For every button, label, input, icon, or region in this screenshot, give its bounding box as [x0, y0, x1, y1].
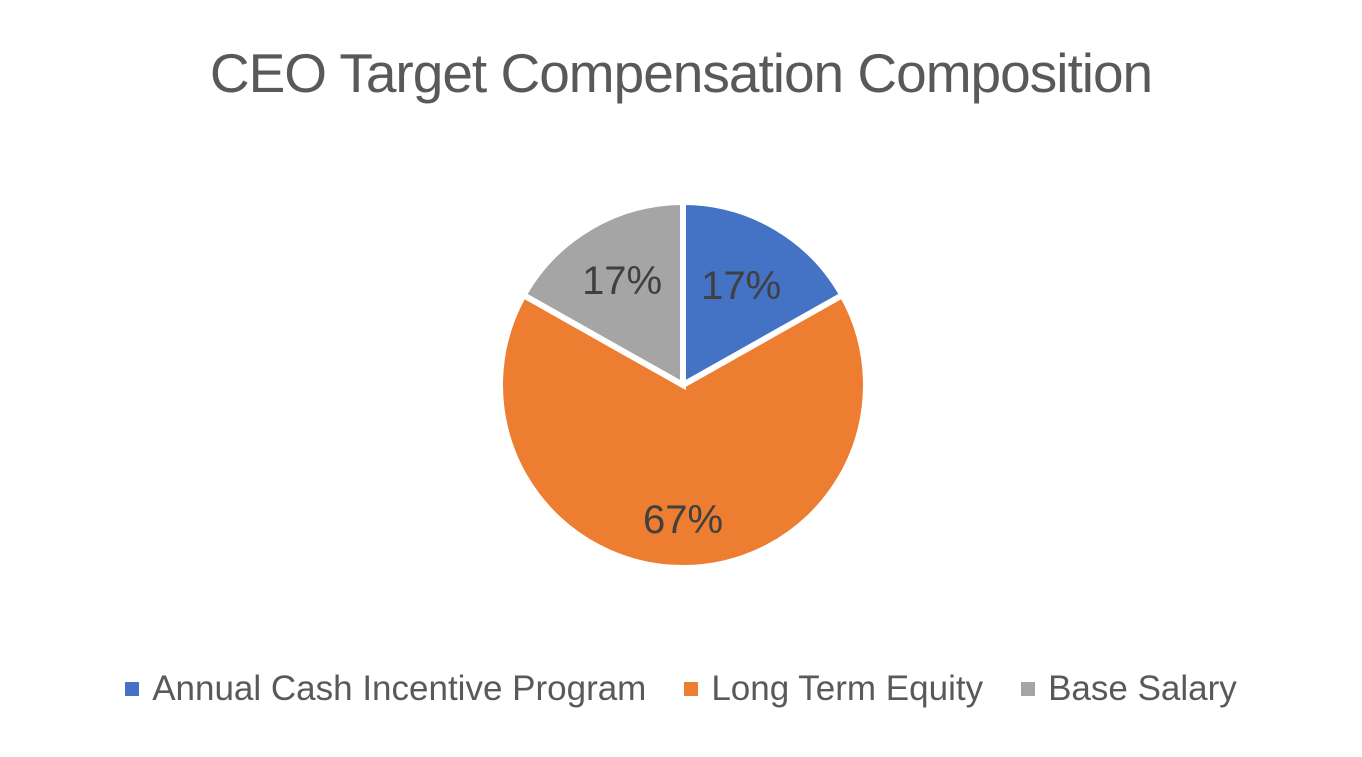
- legend-label: Long Term Equity: [711, 669, 984, 708]
- chart-title: CEO Target Compensation Composition: [209, 42, 1153, 104]
- pie-data-label-long-term-equity: 67%: [642, 498, 724, 543]
- legend-item-long-term-equity: Long Term Equity: [684, 666, 983, 712]
- pie-slice-0: [680, 198, 847, 391]
- pie-data-label-base-salary: 17%: [582, 258, 663, 303]
- legend-label: Annual Cash Incentive Program: [152, 669, 647, 708]
- legend-swatch-icon: [1021, 682, 1036, 696]
- legend-swatch-icon: [684, 682, 699, 696]
- pie-slice-1: [497, 291, 869, 572]
- legend-label: Base Salary: [1048, 669, 1237, 708]
- legend: Annual Cash Incentive Program Long Term …: [0, 666, 1362, 712]
- legend-item-base-salary: Base Salary: [1021, 666, 1237, 712]
- legend-item-annual-cash-incentive: Annual Cash Incentive Program: [125, 666, 646, 712]
- pie-slice-2: [519, 198, 686, 391]
- legend-swatch-icon: [125, 682, 140, 696]
- pie-data-label-annual-cash-incentive: 17%: [701, 263, 782, 308]
